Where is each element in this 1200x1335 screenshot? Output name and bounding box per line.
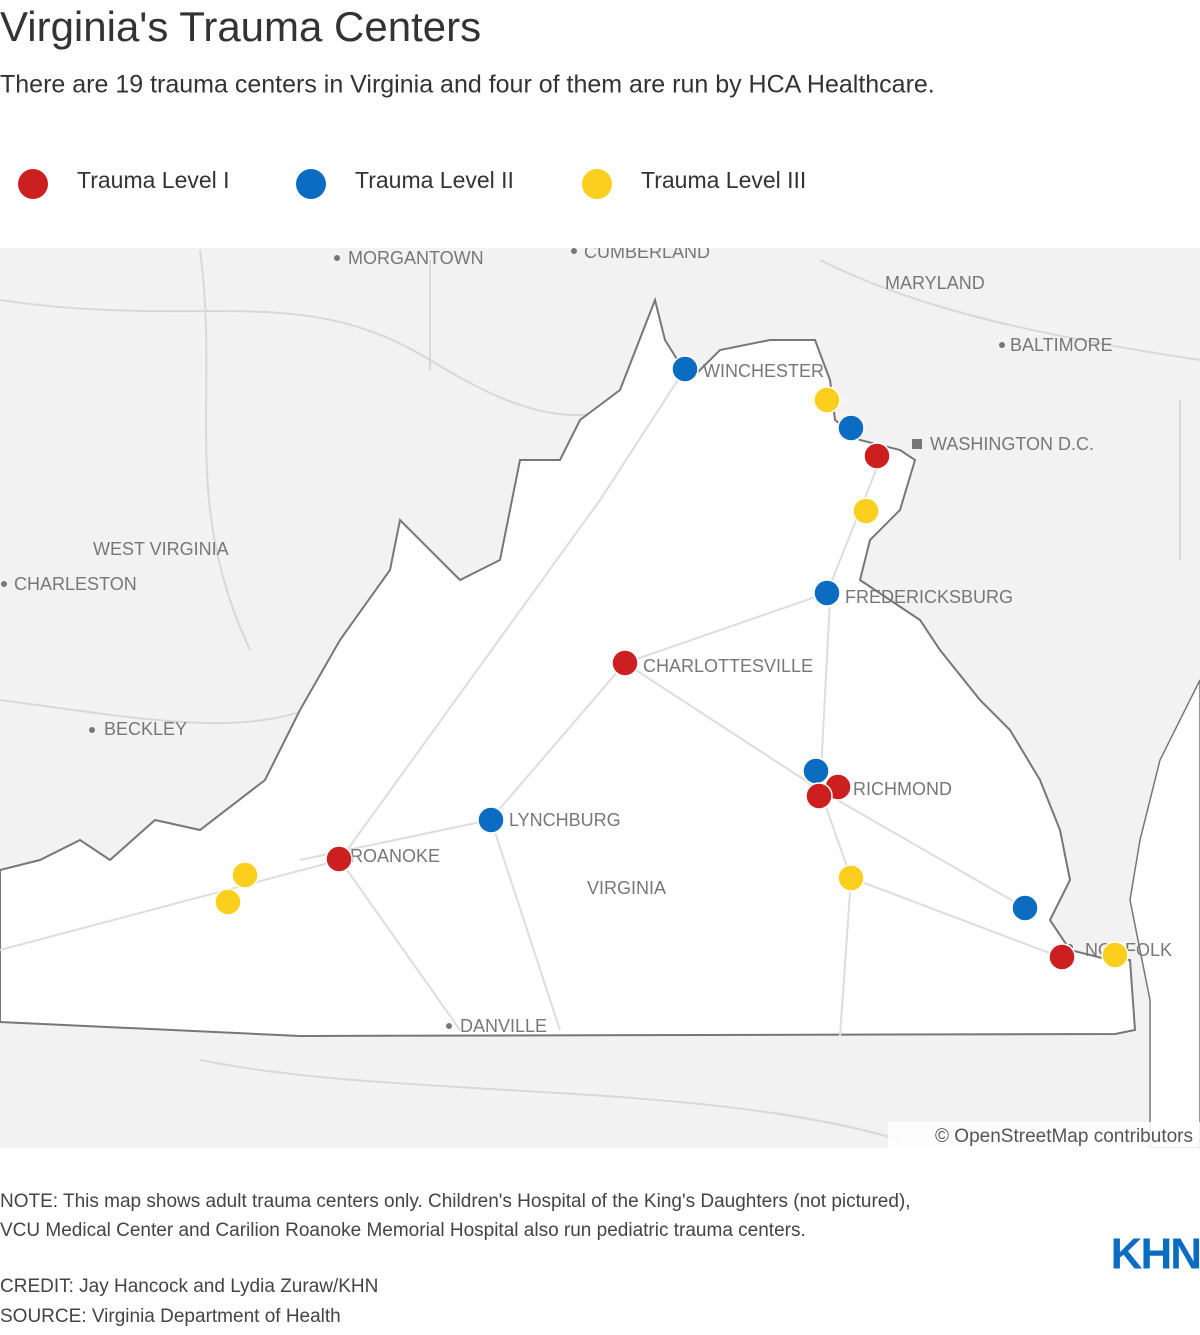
source: SOURCE: Virginia Department of Health bbox=[0, 1306, 341, 1327]
city-label: WINCHESTER bbox=[703, 361, 824, 381]
level-1-center[interactable] bbox=[1048, 943, 1076, 971]
level-2-center[interactable] bbox=[1011, 894, 1039, 922]
note-line: NOTE: This map shows adult trauma center… bbox=[0, 1191, 911, 1212]
level-1-center[interactable] bbox=[863, 442, 891, 470]
level-1-center[interactable] bbox=[805, 782, 833, 810]
title: Virginia's Trauma Centers bbox=[0, 3, 481, 50]
city-label: ROANOKE bbox=[350, 846, 440, 866]
city-dots bbox=[1, 248, 1073, 1029]
level-2-center[interactable] bbox=[671, 355, 699, 383]
legend-swatch bbox=[18, 169, 48, 199]
subtitle: There are 19 trauma centers in Virginia … bbox=[0, 71, 935, 99]
city-label: MARYLAND bbox=[885, 273, 985, 293]
city-label: LYNCHBURG bbox=[509, 810, 621, 830]
level-2-center[interactable] bbox=[477, 806, 505, 834]
credit: CREDIT: Jay Hancock and Lydia Zuraw/KHN bbox=[0, 1276, 378, 1297]
attribution-box bbox=[888, 1122, 1200, 1148]
note-line: VCU Medical Center and Carilion Roanoke … bbox=[0, 1220, 806, 1241]
logo: KHN bbox=[1111, 1230, 1200, 1279]
level-3-center[interactable] bbox=[231, 861, 259, 889]
city-label: RICHMOND bbox=[853, 779, 952, 799]
city-label: WASHINGTON D.C. bbox=[930, 434, 1094, 454]
level-3-center[interactable] bbox=[837, 864, 865, 892]
city-label: CHARLESTON bbox=[14, 574, 137, 594]
city-label: BECKLEY bbox=[104, 719, 187, 739]
city-label: BALTIMORE bbox=[1010, 335, 1113, 355]
level-1-center[interactable] bbox=[611, 649, 639, 677]
city-label: CUMBERLAND bbox=[584, 242, 710, 262]
legend-swatch bbox=[582, 169, 612, 199]
city-label: VIRGINIA bbox=[587, 878, 666, 898]
level-3-center[interactable] bbox=[813, 386, 841, 414]
level-2-center[interactable] bbox=[837, 414, 865, 442]
level-3-center[interactable] bbox=[852, 497, 880, 525]
eastern-shore bbox=[1129, 679, 1200, 1148]
city-label: CHARLOTTESVILLE bbox=[643, 656, 813, 676]
legend-label: Trauma Level III bbox=[641, 167, 806, 193]
city-label: WEST VIRGINIA bbox=[93, 539, 229, 559]
attribution[interactable]: © OpenStreetMap contributors bbox=[935, 1126, 1193, 1147]
legend-label: Trauma Level II bbox=[355, 167, 514, 193]
city-label: DANVILLE bbox=[460, 1016, 547, 1036]
map: MORGANTOWN CUMBERLAND MARYLAND BALTIMORE… bbox=[0, 242, 1200, 1148]
legend-label: Trauma Level I bbox=[77, 167, 230, 193]
level-3-center[interactable] bbox=[1101, 941, 1129, 969]
level-3-center[interactable] bbox=[214, 888, 242, 916]
level-1-center[interactable] bbox=[325, 845, 353, 873]
level-2-center[interactable] bbox=[802, 757, 830, 785]
level-2-center[interactable] bbox=[813, 579, 841, 607]
trauma-markers bbox=[214, 355, 1129, 971]
legend-swatch bbox=[296, 169, 326, 199]
city-label: FREDERICKSBURG bbox=[845, 587, 1013, 607]
city-label: MORGANTOWN bbox=[348, 248, 484, 268]
